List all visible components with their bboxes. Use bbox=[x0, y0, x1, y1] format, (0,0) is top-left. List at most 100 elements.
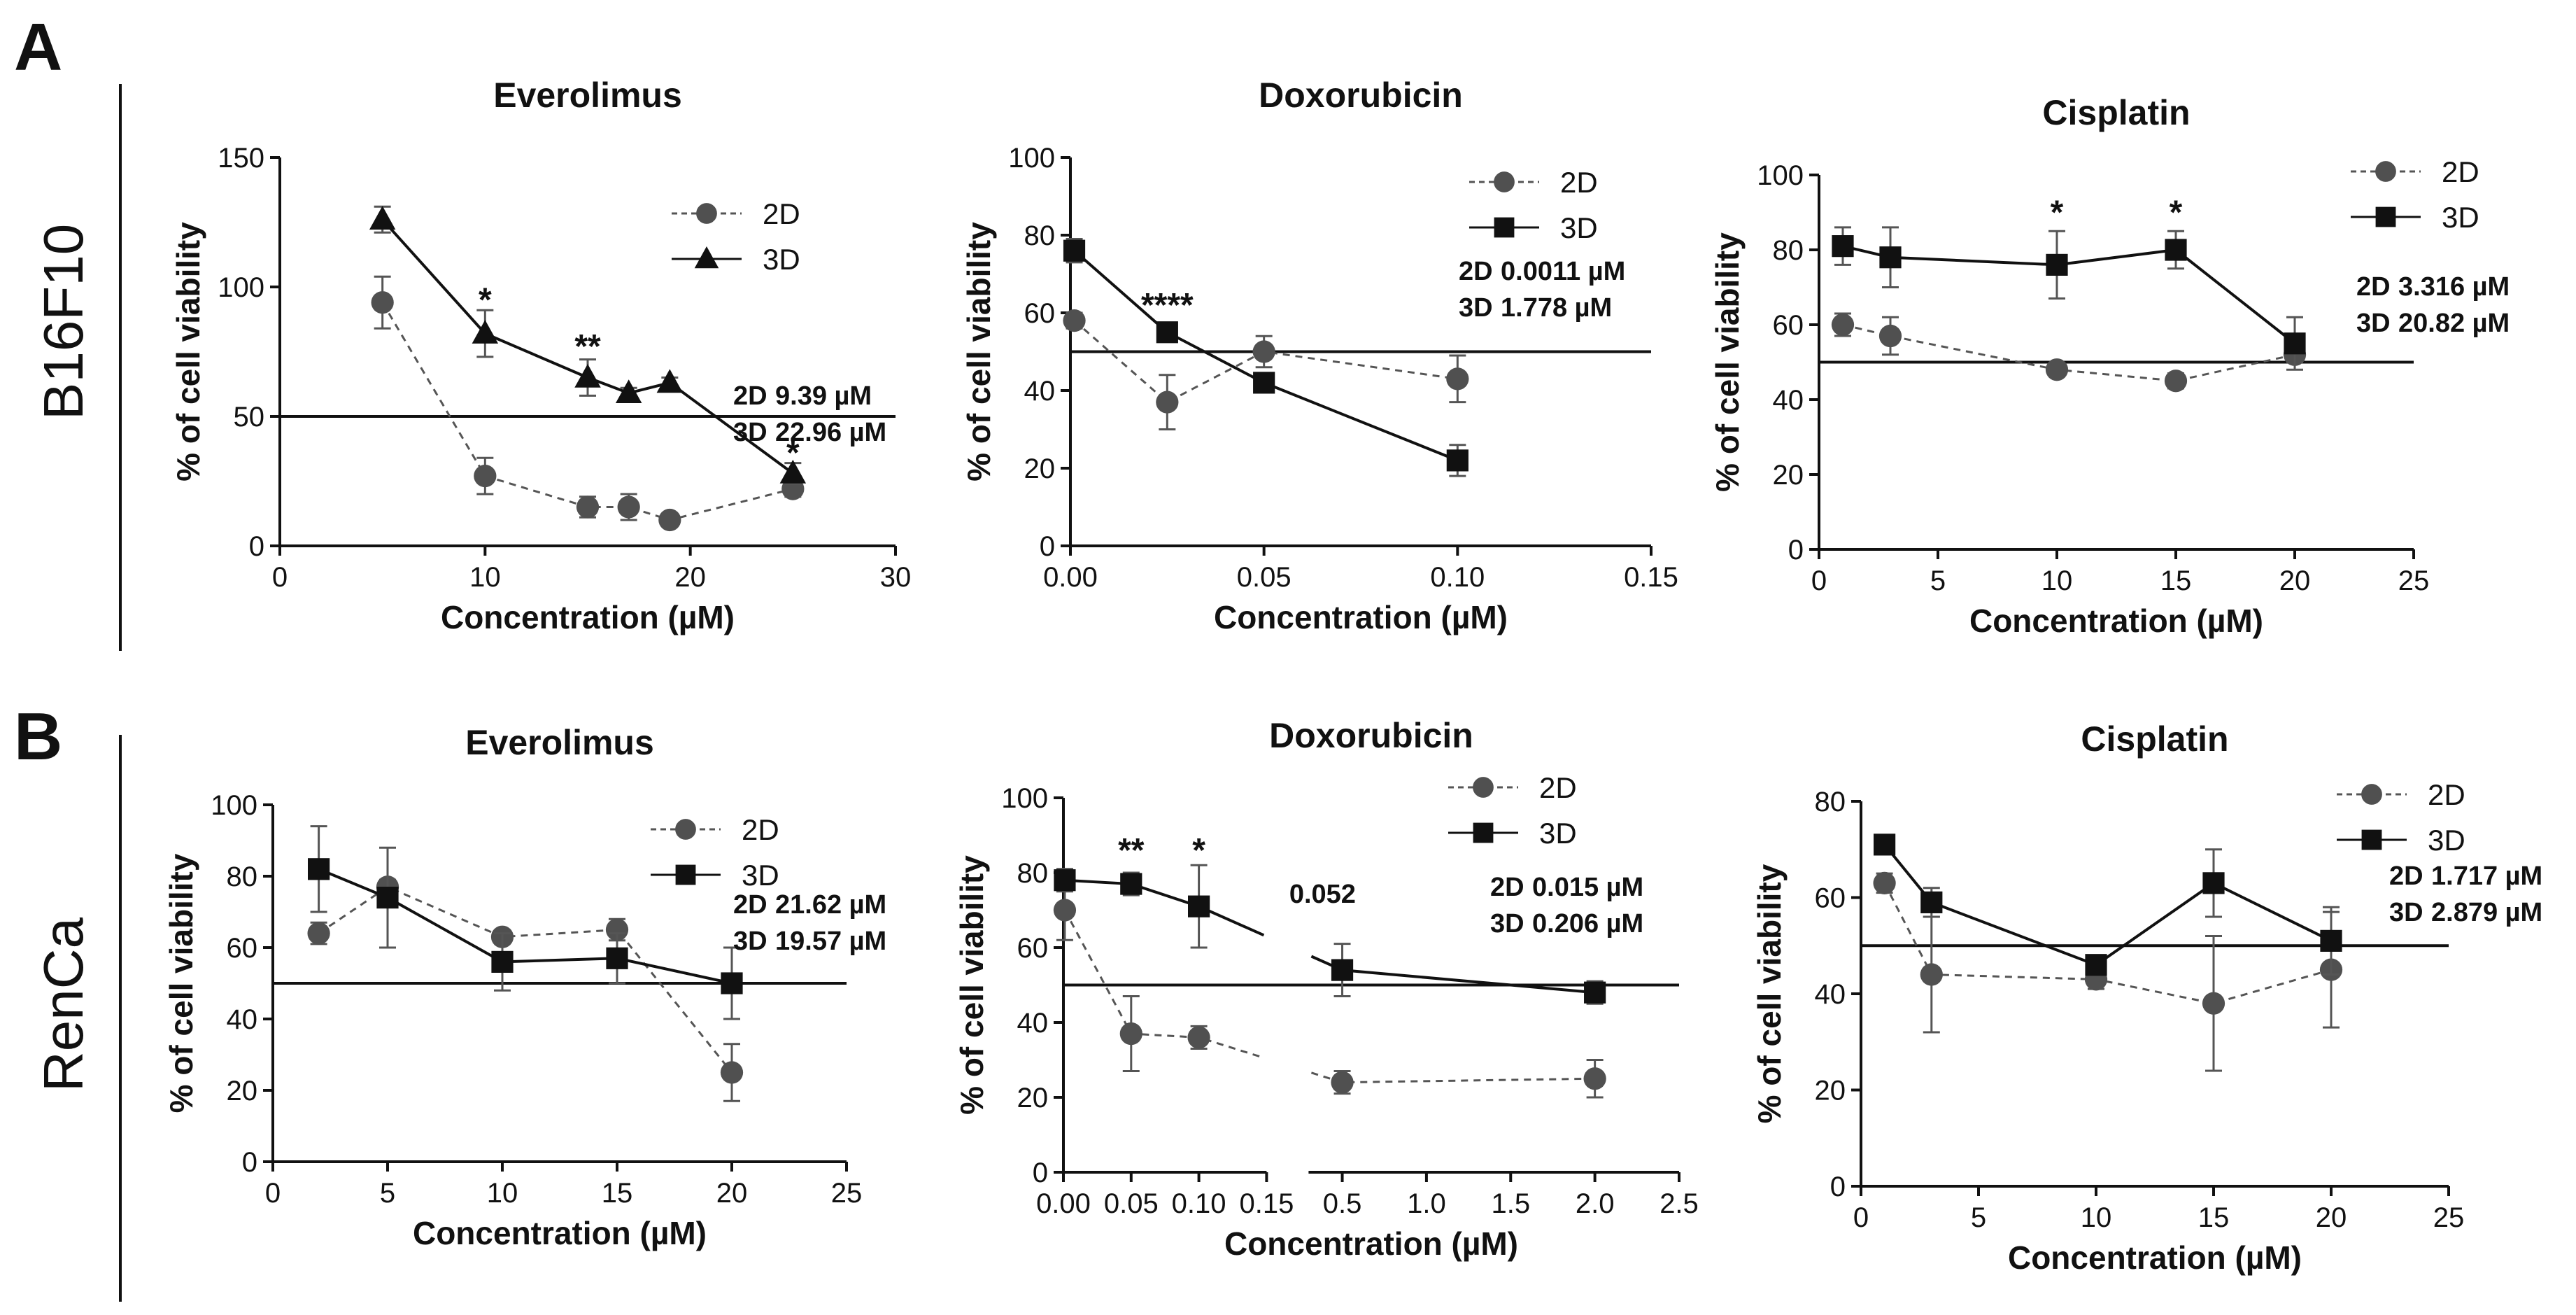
x-tick-label: 15 bbox=[2160, 565, 2192, 596]
ic50-value: 3.316 µM bbox=[2398, 272, 2510, 302]
y-tick-label: 100 bbox=[218, 272, 264, 303]
x-tick-label: 10 bbox=[487, 1178, 518, 1209]
y-tick-label: 150 bbox=[218, 143, 264, 174]
y-axis-label: % of cell viability bbox=[954, 855, 990, 1115]
data-point bbox=[307, 922, 330, 945]
y-tick-label: 20 bbox=[1773, 460, 1804, 491]
data-point bbox=[1252, 340, 1275, 363]
legend-marker bbox=[1473, 822, 1494, 843]
data-point bbox=[2320, 929, 2342, 952]
x-axis-label: Concentration (µM) bbox=[1224, 1225, 1518, 1262]
data-point bbox=[1584, 981, 1606, 1004]
data-point bbox=[1187, 1026, 1210, 1049]
y-tick-label: 20 bbox=[227, 1076, 258, 1106]
y-tick-label: 0 bbox=[1033, 1158, 1048, 1188]
series-3D bbox=[1874, 834, 2342, 976]
data-point bbox=[605, 918, 629, 941]
y-axis-label: % of cell viability bbox=[1751, 864, 1788, 1123]
x-tick-label: 0.15 bbox=[1624, 562, 1678, 593]
x-tick-label: 10 bbox=[2041, 565, 2073, 596]
ic50-value: 9.39 µM bbox=[775, 381, 872, 411]
legend-marker bbox=[675, 864, 696, 885]
data-point bbox=[2045, 358, 2069, 381]
legend-entry-2D: 2D bbox=[1448, 771, 1577, 804]
legend-marker bbox=[696, 203, 717, 224]
chart-title: Doxorubicin bbox=[1259, 76, 1463, 115]
x-tick-label: 0.00 bbox=[1036, 1188, 1091, 1219]
ic50-label: 3D bbox=[1459, 293, 1493, 323]
series-2D bbox=[1053, 879, 1606, 1099]
y-tick-label: 40 bbox=[1017, 1008, 1049, 1039]
data-point bbox=[1156, 321, 1178, 344]
y-tick-label: 20 bbox=[1017, 1083, 1049, 1113]
data-point bbox=[308, 858, 330, 880]
legend-entry-2D: 2D bbox=[2337, 778, 2465, 811]
data-point bbox=[1920, 963, 1943, 986]
y-tick-label: 60 bbox=[1773, 310, 1804, 341]
legend-label: 2D bbox=[1560, 166, 1598, 199]
series-3D bbox=[1054, 864, 1606, 1005]
x-tick-label: 0 bbox=[1853, 1202, 1869, 1233]
y-tick-label: 40 bbox=[227, 1004, 258, 1035]
data-point bbox=[472, 320, 499, 344]
x-tick-label: 10 bbox=[2081, 1202, 2112, 1233]
data-point bbox=[1253, 372, 1275, 394]
legend-entry-3D: 3D bbox=[1448, 817, 1577, 850]
series-2D bbox=[1831, 312, 2307, 393]
ic50-label: 3D bbox=[733, 927, 767, 956]
legend-marker bbox=[2375, 206, 2396, 227]
data-point bbox=[1331, 1071, 1354, 1094]
series-line bbox=[1883, 882, 2332, 1005]
significance-star: * bbox=[786, 435, 800, 472]
series-line bbox=[1063, 909, 1595, 1084]
y-tick-label: 0 bbox=[249, 531, 264, 562]
y-axis-label: % of cell viability bbox=[170, 222, 206, 481]
data-point bbox=[1832, 235, 1854, 258]
data-point bbox=[1119, 1022, 1142, 1046]
data-point bbox=[1188, 895, 1210, 917]
data-point bbox=[376, 887, 399, 909]
series-line bbox=[381, 218, 794, 475]
x-tick-label: 20 bbox=[674, 562, 706, 593]
legend-label: 2D bbox=[1539, 771, 1577, 804]
legend-entry-3D: 3D bbox=[651, 859, 779, 892]
annotation-label: 0.052 bbox=[1289, 880, 1356, 909]
x-tick-label: 0.15 bbox=[1239, 1188, 1294, 1219]
x-axis-label: Concentration (µM) bbox=[2008, 1239, 2302, 1276]
data-point bbox=[617, 495, 640, 519]
legend-entry-2D: 2D bbox=[672, 197, 800, 230]
legend-marker bbox=[1494, 217, 1515, 238]
x-tick-label: 20 bbox=[2316, 1202, 2347, 1233]
y-tick-label: 40 bbox=[1815, 979, 1846, 1010]
data-point bbox=[2202, 992, 2225, 1015]
data-point bbox=[2284, 332, 2306, 355]
legend-label: 3D bbox=[742, 859, 779, 892]
y-tick-label: 60 bbox=[1017, 933, 1049, 964]
data-point bbox=[656, 369, 684, 393]
legend-label: 2D bbox=[742, 813, 779, 846]
data-point bbox=[1331, 959, 1354, 981]
significance-star: **** bbox=[1141, 287, 1194, 324]
x-tick-label: 0 bbox=[1811, 565, 1827, 596]
y-axis-label: % of cell viability bbox=[1709, 232, 1746, 492]
legend-entry-3D: 3D bbox=[1469, 211, 1598, 244]
significance-star: * bbox=[2051, 195, 2064, 232]
y-tick-label: 20 bbox=[1815, 1076, 1846, 1106]
series-2D bbox=[1873, 871, 2343, 1072]
legend-label: 3D bbox=[2428, 824, 2465, 857]
data-point bbox=[2164, 370, 2188, 393]
ic50-label: 2D bbox=[1459, 257, 1493, 286]
x-tick-label: 15 bbox=[2198, 1202, 2230, 1233]
x-axis-label: Concentration (µM) bbox=[413, 1215, 707, 1251]
legend-entry-2D: 2D bbox=[2351, 155, 2479, 188]
data-point bbox=[1063, 239, 1086, 262]
ic50-label: 3D bbox=[1490, 909, 1524, 938]
data-point bbox=[1446, 449, 1469, 472]
legend-entry-2D: 2D bbox=[651, 813, 779, 846]
y-tick-label: 0 bbox=[1788, 535, 1804, 565]
series-2D bbox=[307, 876, 744, 1102]
data-point bbox=[1120, 873, 1142, 895]
legend-entry-3D: 3D bbox=[672, 243, 800, 276]
y-tick-label: 0 bbox=[1040, 531, 1055, 562]
